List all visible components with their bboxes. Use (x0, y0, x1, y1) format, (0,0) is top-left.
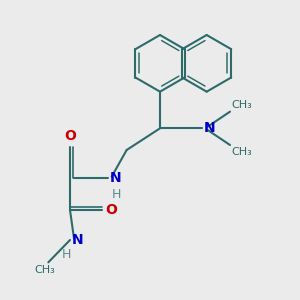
Text: O: O (64, 129, 76, 143)
Text: N: N (72, 233, 83, 247)
Text: CH₃: CH₃ (232, 147, 252, 157)
Text: CH₃: CH₃ (34, 265, 56, 275)
Text: H: H (61, 248, 71, 261)
Text: CH₃: CH₃ (232, 100, 252, 110)
Text: N: N (203, 121, 215, 135)
Text: N: N (110, 171, 122, 185)
Text: O: O (106, 203, 118, 217)
Text: H: H (112, 188, 122, 201)
